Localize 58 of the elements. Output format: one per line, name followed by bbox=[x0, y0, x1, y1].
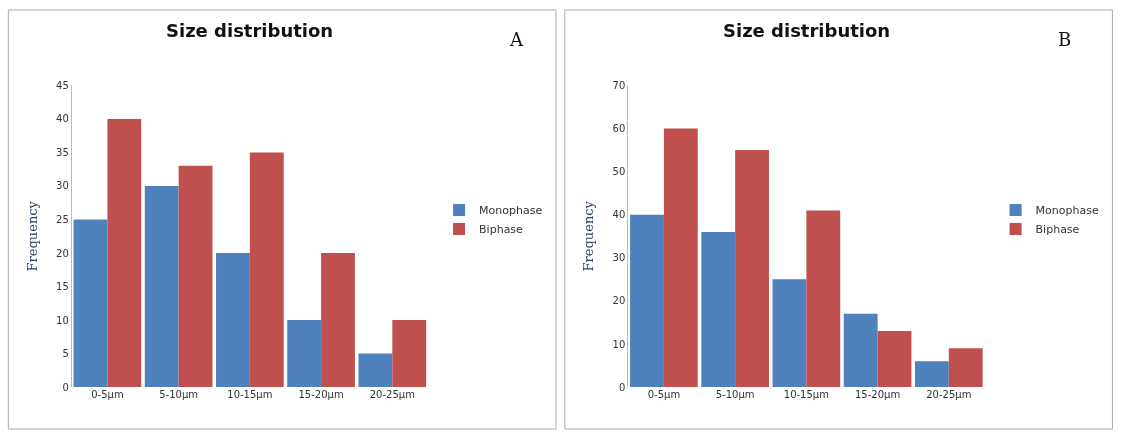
legend-label: Biphase bbox=[1035, 223, 1080, 237]
bar bbox=[914, 361, 949, 388]
x-tick-label: 5-10µm bbox=[715, 389, 755, 401]
y-tick-label: 5 bbox=[62, 348, 69, 360]
chart-title: Size distribution bbox=[723, 20, 891, 41]
legend-label: Monophase bbox=[1035, 204, 1099, 218]
bar bbox=[144, 185, 179, 388]
x-tick-label: 20-25µm bbox=[926, 389, 972, 401]
y-axis-title: Frequency bbox=[581, 200, 597, 272]
x-tick-label: 5-10µm bbox=[159, 389, 199, 401]
x-tick-label: 20-25µm bbox=[369, 389, 415, 401]
legend-label: Monophase bbox=[479, 204, 543, 218]
y-tick-label: 0 bbox=[618, 381, 626, 393]
bar bbox=[107, 118, 142, 388]
text: A bbox=[509, 29, 524, 50]
y-tick-label: 40 bbox=[56, 113, 69, 125]
x-tick-label: 0-5µm bbox=[91, 389, 124, 401]
bar bbox=[877, 331, 912, 388]
y-tick-label: 10 bbox=[612, 338, 626, 350]
bar bbox=[630, 214, 664, 388]
y-tick-label: 25 bbox=[56, 214, 69, 225]
bar bbox=[178, 165, 213, 388]
y-tick-label: 0 bbox=[62, 381, 69, 393]
bar bbox=[321, 253, 355, 388]
bar bbox=[392, 320, 427, 388]
y-tick-label: 70 bbox=[612, 79, 626, 91]
y-tick-label: 15 bbox=[56, 281, 69, 293]
x-tick-label: 0-5µm bbox=[647, 389, 681, 401]
bar bbox=[287, 320, 322, 388]
bar bbox=[701, 231, 736, 388]
y-tick-label: 20 bbox=[612, 295, 626, 307]
y-tick-label: 45 bbox=[56, 79, 69, 91]
bar bbox=[735, 150, 769, 388]
x-tick-label: 15-20µm bbox=[855, 389, 901, 401]
bar bbox=[663, 128, 698, 388]
x-tick-label: 10-15µm bbox=[783, 389, 829, 401]
x-tick-label: 10-15µm bbox=[227, 389, 273, 401]
y-axis-title: Frequency bbox=[25, 200, 40, 272]
y-tick-label: 10 bbox=[56, 314, 69, 326]
y-tick-label: 20 bbox=[56, 247, 69, 259]
bar bbox=[216, 253, 250, 388]
y-tick-label: 40 bbox=[612, 209, 626, 221]
y-tick-label: 50 bbox=[612, 166, 626, 178]
x-tick-label: 15-20µm bbox=[298, 389, 344, 401]
bar bbox=[73, 219, 108, 388]
bar bbox=[772, 279, 807, 388]
bar bbox=[806, 210, 841, 388]
text: B bbox=[1058, 29, 1072, 50]
bar bbox=[948, 348, 983, 388]
bar bbox=[358, 353, 393, 388]
legend-label: Biphase bbox=[479, 223, 524, 237]
y-tick-label: 30 bbox=[56, 180, 69, 192]
bar bbox=[843, 313, 878, 388]
y-tick-label: 30 bbox=[612, 252, 626, 264]
chart-title: Size distribution bbox=[166, 20, 334, 41]
y-tick-label: 35 bbox=[56, 146, 69, 158]
y-tick-label: 60 bbox=[612, 123, 626, 135]
bar bbox=[249, 152, 284, 388]
